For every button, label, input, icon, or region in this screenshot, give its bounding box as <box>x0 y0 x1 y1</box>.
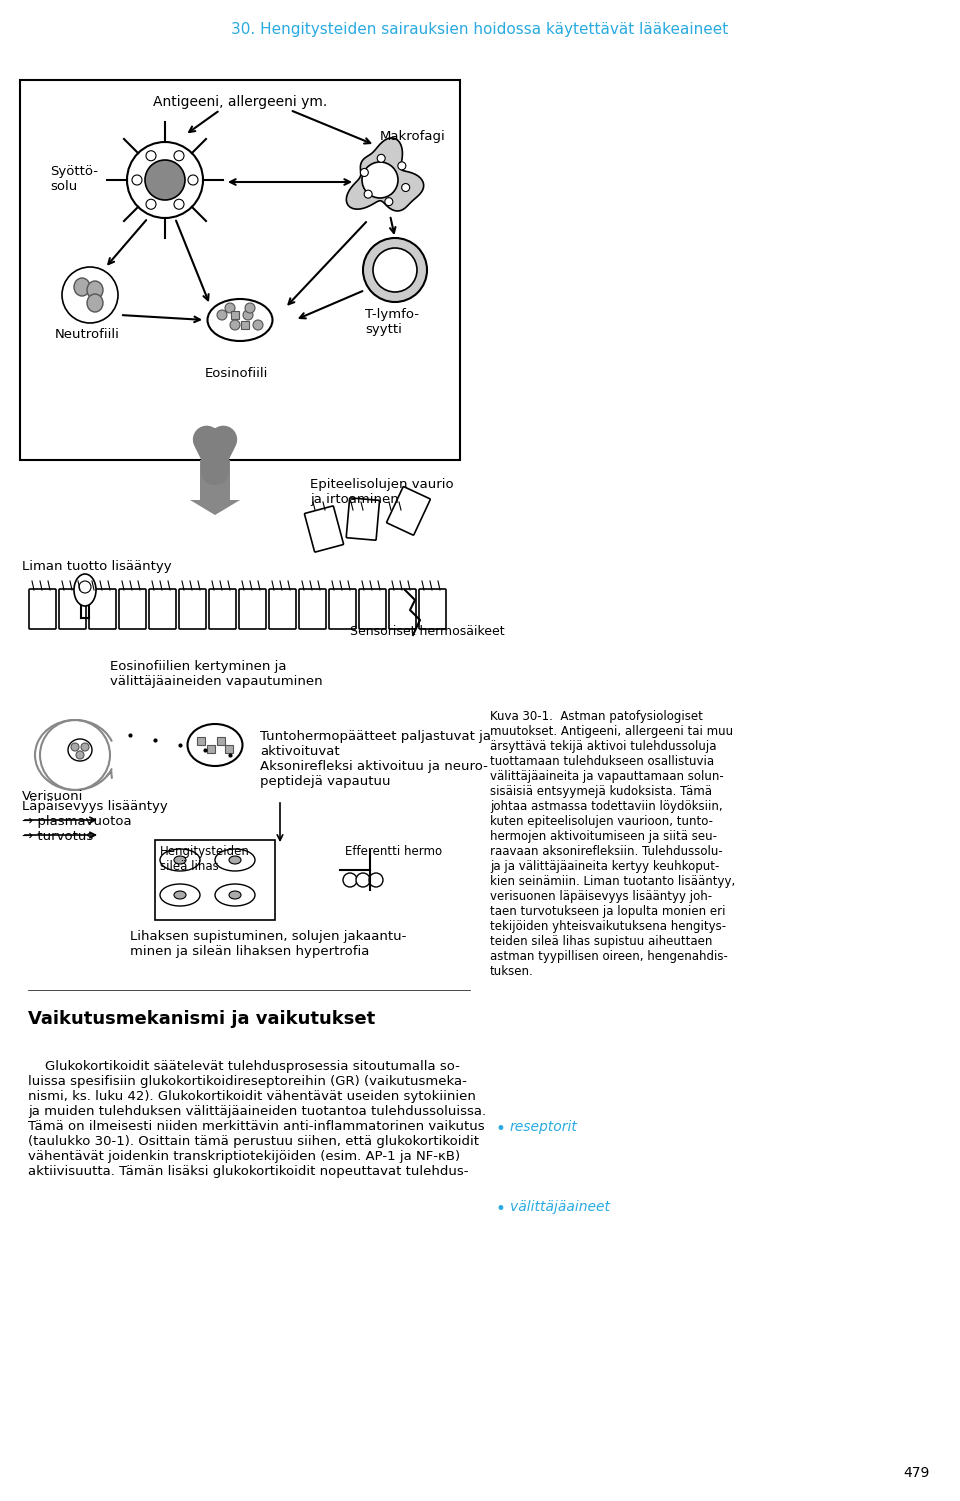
Text: Makrofagi: Makrofagi <box>380 131 445 143</box>
Ellipse shape <box>74 278 90 296</box>
Bar <box>155 841 275 920</box>
Circle shape <box>363 239 427 302</box>
Text: Lihaksen supistuminen, solujen jakaantu-
minen ja sileän lihaksen hypertrofia: Lihaksen supistuminen, solujen jakaantu-… <box>130 931 406 958</box>
FancyBboxPatch shape <box>239 588 266 629</box>
Bar <box>207 744 215 754</box>
Circle shape <box>71 743 79 750</box>
Circle shape <box>174 150 184 161</box>
Circle shape <box>127 143 203 218</box>
Circle shape <box>230 320 240 330</box>
FancyBboxPatch shape <box>347 498 379 540</box>
FancyBboxPatch shape <box>389 588 416 629</box>
Circle shape <box>76 750 84 760</box>
FancyArrow shape <box>190 459 240 515</box>
Ellipse shape <box>174 892 186 899</box>
FancyBboxPatch shape <box>387 486 430 534</box>
Circle shape <box>146 150 156 161</box>
Circle shape <box>40 720 110 790</box>
Text: Syöttö-
solu: Syöttö- solu <box>50 165 98 194</box>
Circle shape <box>81 743 89 750</box>
Text: 30. Hengitysteiden sairauksien hoidossa käytettävät lääkeaineet: 30. Hengitysteiden sairauksien hoidossa … <box>231 23 729 38</box>
Text: Sensoriset hermosäikeet: Sensoriset hermosäikeet <box>350 624 505 638</box>
Ellipse shape <box>207 299 273 341</box>
FancyBboxPatch shape <box>209 588 236 629</box>
Text: Hengitysteiden
sileä lihas: Hengitysteiden sileä lihas <box>160 845 250 874</box>
Circle shape <box>362 162 398 198</box>
Text: Tuntohermopäätteet paljastuvat ja
aktivoituvat
Aksonirefleksi aktivoituu ja neur: Tuntohermopäätteet paljastuvat ja aktivo… <box>260 729 491 788</box>
Text: T-lymfo-
syytti: T-lymfo- syytti <box>365 308 419 336</box>
FancyBboxPatch shape <box>359 588 386 629</box>
FancyBboxPatch shape <box>419 588 446 629</box>
Text: Epiteelisolujen vaurio
ja irtoaminen: Epiteelisolujen vaurio ja irtoaminen <box>310 477 454 506</box>
Ellipse shape <box>160 850 200 871</box>
Circle shape <box>343 874 357 887</box>
Text: reseptorit: reseptorit <box>510 1120 578 1133</box>
Bar <box>217 737 225 744</box>
Polygon shape <box>347 138 423 212</box>
Circle shape <box>245 303 255 314</box>
FancyBboxPatch shape <box>179 588 206 629</box>
Text: Kuva 30-1.  Astman patofysiologiset
muutokset. Antigeeni, allergeeni tai muu
ärs: Kuva 30-1. Astman patofysiologiset muuto… <box>490 710 735 979</box>
Circle shape <box>369 874 383 887</box>
Ellipse shape <box>229 892 241 899</box>
Bar <box>241 321 249 329</box>
Circle shape <box>79 581 91 593</box>
Text: Läpäisevyys lisääntyy
→ plasmavuotoa
→ turvotus: Läpäisevyys lisääntyy → plasmavuotoa → t… <box>22 800 168 844</box>
Circle shape <box>385 198 393 206</box>
Circle shape <box>356 874 370 887</box>
FancyBboxPatch shape <box>29 588 56 629</box>
Text: Vaikutusmekanismi ja vaikutukset: Vaikutusmekanismi ja vaikutukset <box>28 1010 375 1028</box>
Bar <box>20 80 460 459</box>
Ellipse shape <box>174 856 186 865</box>
Text: Eosinofiili: Eosinofiili <box>205 368 269 380</box>
Ellipse shape <box>87 294 103 312</box>
Ellipse shape <box>87 281 103 299</box>
Text: Antigeeni, allergeeni ym.: Antigeeni, allergeeni ym. <box>153 95 327 110</box>
Text: •: • <box>495 1199 505 1217</box>
Text: Glukokortikoidit säätelevät tulehdusprosessia sitoutumalla so-
luissa spesifisii: Glukokortikoidit säätelevät tulehduspros… <box>28 1060 486 1178</box>
Circle shape <box>225 303 235 314</box>
Text: Efferentti hermo: Efferentti hermo <box>345 845 443 859</box>
Bar <box>197 737 205 744</box>
Text: Liman tuotto lisääntyy: Liman tuotto lisääntyy <box>22 560 172 573</box>
Circle shape <box>132 176 142 185</box>
Bar <box>225 744 233 754</box>
FancyBboxPatch shape <box>149 588 176 629</box>
Ellipse shape <box>215 884 255 907</box>
Ellipse shape <box>160 884 200 907</box>
Text: •: • <box>495 1120 505 1138</box>
Circle shape <box>145 161 185 200</box>
Ellipse shape <box>215 850 255 871</box>
Ellipse shape <box>68 738 92 761</box>
Ellipse shape <box>229 856 241 865</box>
Bar <box>231 311 239 320</box>
Circle shape <box>377 155 385 162</box>
Text: Eosinofiilien kertyminen ja
välittäjäaineiden vapautuminen: Eosinofiilien kertyminen ja välittäjäain… <box>110 660 323 687</box>
Circle shape <box>364 191 372 198</box>
FancyBboxPatch shape <box>329 588 356 629</box>
Circle shape <box>253 320 263 330</box>
FancyBboxPatch shape <box>119 588 146 629</box>
Ellipse shape <box>74 573 96 606</box>
Text: välittäjäaineet: välittäjäaineet <box>510 1199 610 1214</box>
FancyBboxPatch shape <box>299 588 326 629</box>
Circle shape <box>373 248 417 293</box>
FancyBboxPatch shape <box>304 506 344 552</box>
Circle shape <box>401 183 410 192</box>
Circle shape <box>243 311 253 320</box>
FancyBboxPatch shape <box>269 588 296 629</box>
Circle shape <box>360 168 369 177</box>
Text: Neutrofiili: Neutrofiili <box>55 329 120 341</box>
FancyBboxPatch shape <box>89 588 116 629</box>
Circle shape <box>174 200 184 209</box>
FancyBboxPatch shape <box>59 588 86 629</box>
Circle shape <box>397 162 406 170</box>
Text: 479: 479 <box>903 1466 930 1480</box>
Circle shape <box>217 311 227 320</box>
Text: Verisuoni: Verisuoni <box>22 790 84 803</box>
Circle shape <box>188 176 198 185</box>
Ellipse shape <box>187 723 243 766</box>
Circle shape <box>62 267 118 323</box>
Circle shape <box>146 200 156 209</box>
